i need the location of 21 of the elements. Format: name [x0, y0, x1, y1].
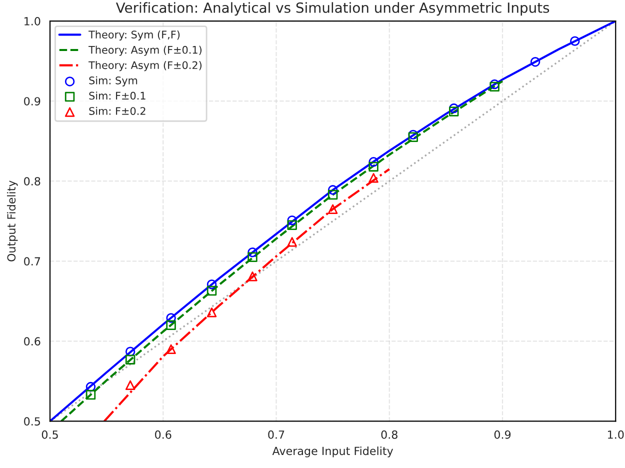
y-axis-title: Output Fidelity — [6, 180, 18, 262]
x-axis-title: Average Input Fidelity — [272, 446, 394, 458]
legend-label: Sim: F±0.2 — [89, 106, 146, 115]
y-tick-label: 1.0 — [24, 17, 40, 26]
legend-label: Sim: F±0.1 — [89, 92, 146, 100]
x-tick-label: 0.7 — [268, 430, 284, 439]
legend-label: Theory: Asym (F±0.1) — [88, 46, 202, 56]
legend-label: Theory: Asym (F±0.2) — [88, 61, 202, 72]
x-tick-label: 1.0 — [608, 430, 624, 439]
x-tick-label: 0.6 — [155, 430, 172, 439]
y-tick-label: 0.7 — [24, 257, 40, 266]
legend-label: Sim: Sym — [89, 76, 138, 86]
legend-label: Theory: Sym (F,F) — [88, 30, 180, 41]
y-tick-label: 0.9 — [24, 97, 40, 106]
x-tick-label: 0.9 — [494, 430, 511, 439]
x-tick-label: 0.8 — [381, 430, 398, 439]
y-tick-label: 0.6 — [24, 337, 40, 346]
y-tick-label: 0.8 — [24, 177, 40, 186]
chart-title: Verification: Analytical vs Simulation under Asymmetric Inputs — [116, 2, 550, 16]
x-tick-label: 0.5 — [42, 430, 58, 439]
y-tick-label: 0.5 — [24, 417, 40, 426]
